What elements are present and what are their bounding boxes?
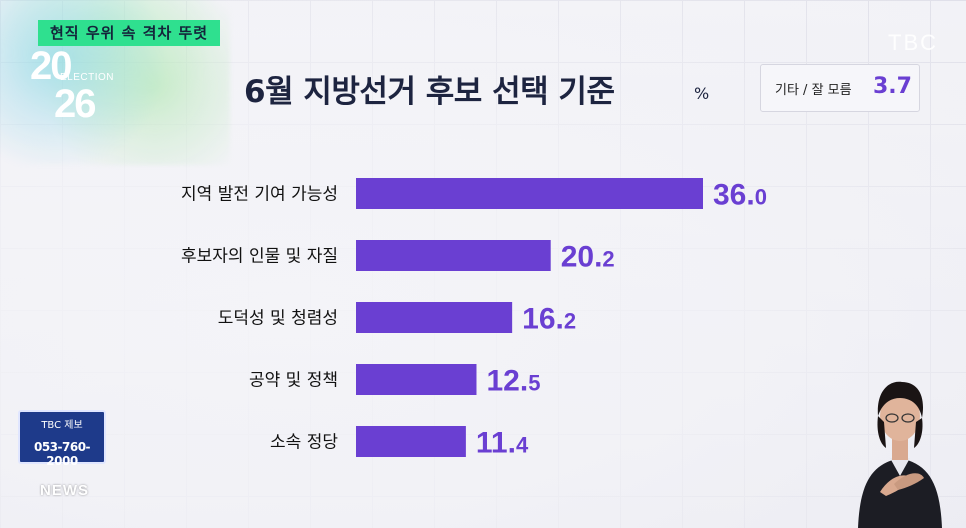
bar-3 <box>356 364 477 395</box>
election-2026-logo: 20 ELECTION 26 <box>30 44 120 128</box>
chart-title: 6월 지방선거 후보 선택 기준 <box>244 74 615 110</box>
category-label-4: 소속 정당 <box>270 433 338 453</box>
logo-year-bottom: 26 <box>54 82 96 126</box>
value-label-3: 12.5 <box>486 365 540 398</box>
other-label: 기타 / 잘 모름 <box>775 83 852 98</box>
other-value: 3.7 <box>873 74 912 99</box>
bar-1 <box>356 240 551 271</box>
bar-2 <box>356 302 513 333</box>
tip-phone: 053-760-2000 <box>33 440 91 468</box>
tip-box: TBC 제보 053-760-2000 <box>18 410 106 468</box>
logo-year-top: 20 <box>30 44 72 88</box>
value-label-0: 36.0 <box>713 179 767 212</box>
channel-logo: TBC <box>888 30 938 55</box>
tip-label: TBC 제보 <box>41 420 83 431</box>
other-response-box: 기타 / 잘 모름 3.7 <box>760 64 920 112</box>
category-label-1: 후보자의 인물 및 자질 <box>181 247 338 267</box>
category-label-2: 도덕성 및 청렴성 <box>218 309 338 329</box>
bar-4 <box>356 426 466 457</box>
category-label-0: 지역 발전 기여 가능성 <box>181 185 338 205</box>
value-label-2: 16.2 <box>522 303 576 336</box>
sign-language-interpreter <box>858 381 942 528</box>
bar-0 <box>356 178 703 209</box>
category-label-3: 공약 및 정책 <box>249 371 338 391</box>
value-label-4: 11.4 <box>476 427 529 460</box>
chart-unit: % <box>694 84 710 103</box>
value-label-1: 20.2 <box>561 241 615 274</box>
logo-word: ELECTION <box>60 72 115 83</box>
news-label: NEWS <box>40 482 89 499</box>
headline-tag: 현직 우위 속 격차 뚜렷 <box>38 20 221 46</box>
